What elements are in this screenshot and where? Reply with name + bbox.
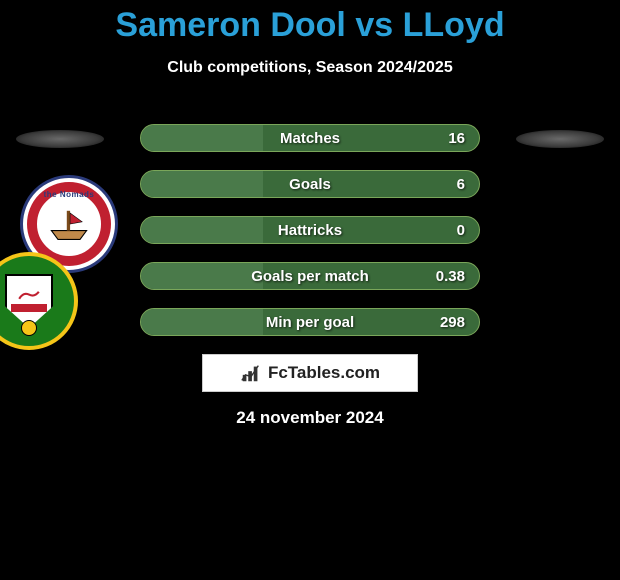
badge-left-text: the Nomads	[44, 190, 95, 199]
comparison-title: Sameron Dool vs LLoyd	[0, 0, 620, 45]
stat-value: 0	[457, 222, 465, 239]
brand-text: FcTables.com	[268, 363, 380, 383]
vs-separator: vs	[355, 6, 393, 44]
stat-label: Goals per match	[141, 268, 479, 285]
stat-bars: Matches16 Goals6 Hattricks0 Goals per match…	[140, 124, 480, 354]
stat-value: 6	[457, 176, 465, 193]
subtitle: Club competitions, Season 2024/2025	[0, 59, 620, 77]
player2-shadow	[516, 130, 604, 148]
stat-bar: Hattricks0	[140, 216, 480, 244]
stat-bar: Matches16	[140, 124, 480, 152]
shield-stripe	[11, 304, 46, 312]
stat-value: 298	[440, 314, 465, 331]
stat-label: Goals	[141, 176, 479, 193]
player2-name: LLoyd	[403, 6, 505, 44]
ball-icon	[21, 320, 37, 336]
player1-name: Sameron Dool	[115, 6, 345, 44]
stat-label: Min per goal	[141, 314, 479, 331]
ship-icon	[47, 202, 91, 246]
brand-box: FcTables.com	[202, 354, 418, 392]
player1-shadow	[16, 130, 104, 148]
stat-bar: Min per goal298	[140, 308, 480, 336]
stat-bar: Goals6	[140, 170, 480, 198]
stat-label: Hattricks	[141, 222, 479, 239]
stat-bar: Goals per match0.38	[140, 262, 480, 290]
bar-chart-icon	[240, 362, 262, 384]
date-line: 24 november 2024	[0, 408, 620, 428]
stat-label: Matches	[141, 130, 479, 147]
stat-value: 0.38	[436, 268, 465, 285]
stat-value: 16	[448, 130, 465, 147]
